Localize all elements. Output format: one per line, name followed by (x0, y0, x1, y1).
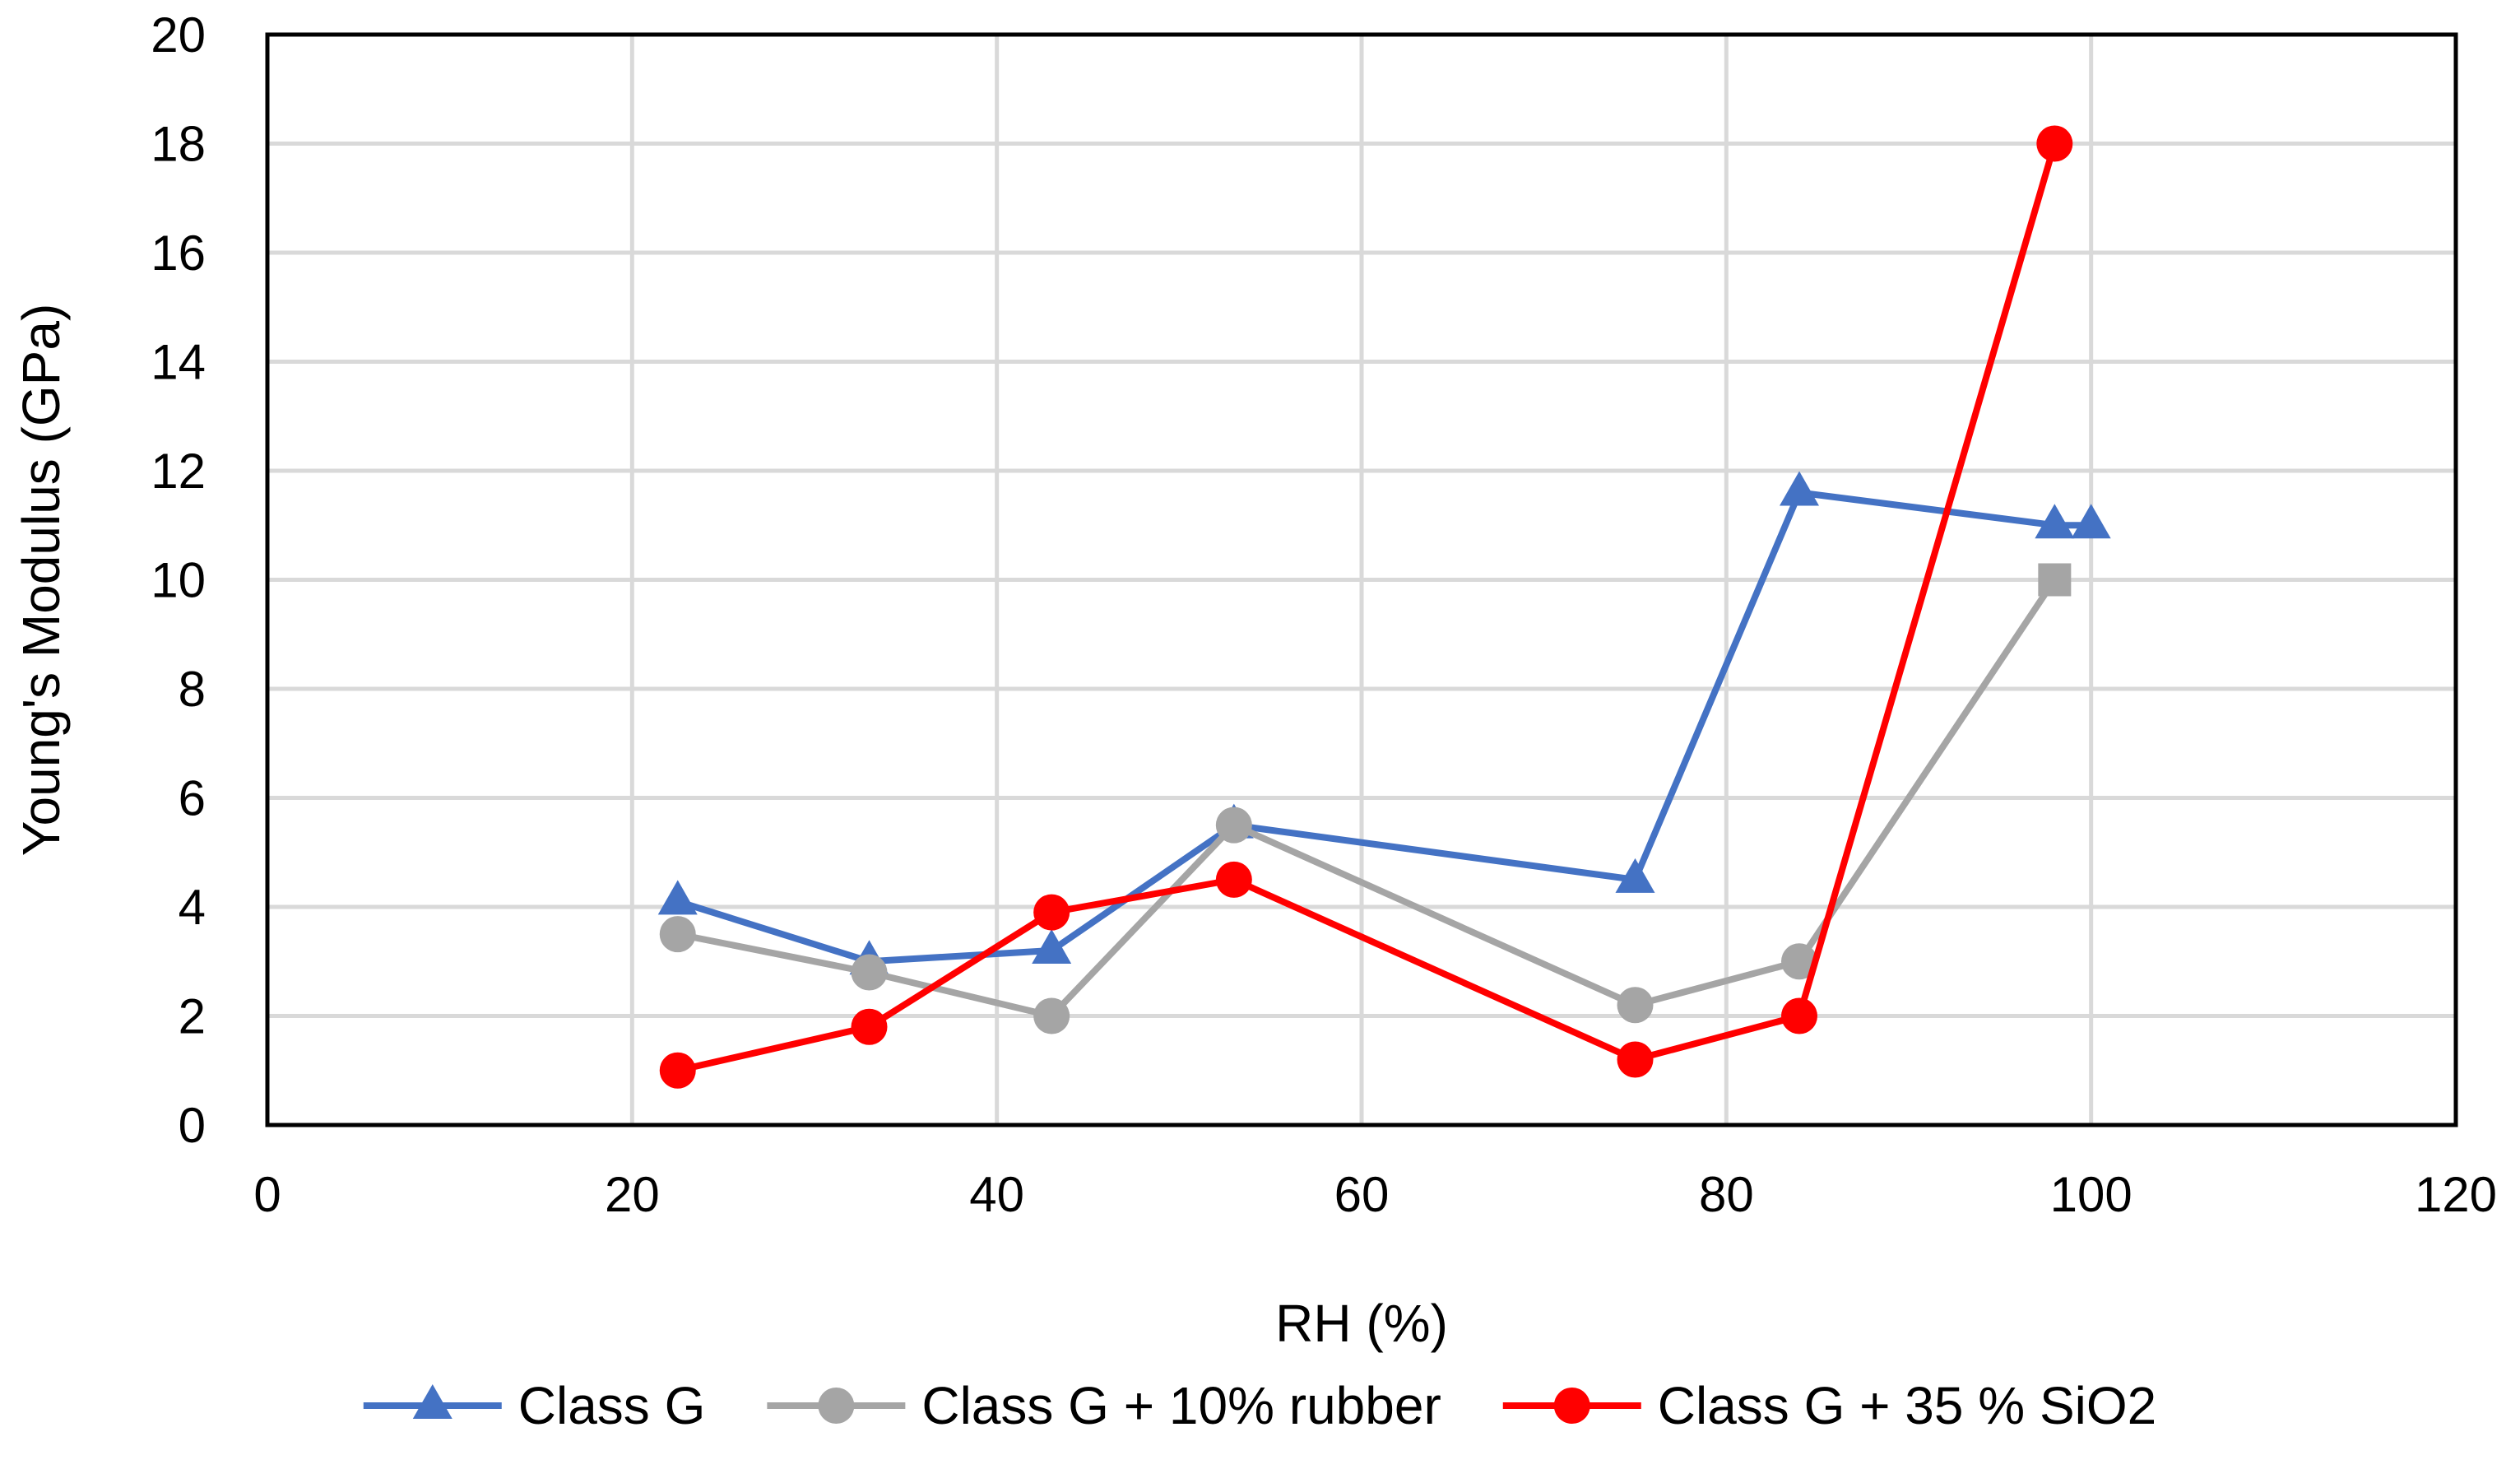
legend-item-2: Class G + 10% rubber (767, 1376, 1441, 1435)
data-point (2071, 504, 2111, 539)
x-tick-label: 60 (1334, 1167, 1390, 1222)
data-point (659, 1052, 696, 1089)
x-tick-label: 20 (605, 1167, 660, 1222)
y-tick-label: 4 (179, 880, 206, 935)
x-tick-label: 40 (969, 1167, 1024, 1222)
x-tick-label: 120 (2415, 1167, 2497, 1222)
legend-label: Class G + 10% rubber (921, 1376, 1441, 1435)
y-tick-label: 18 (151, 117, 206, 172)
data-point (1033, 894, 1070, 931)
series-3 (659, 125, 2073, 1089)
y-tick-label: 10 (151, 553, 206, 608)
legend: Class G Class G + 10% rubber Class G + 35 … (363, 1376, 2156, 1435)
data-point (851, 1008, 888, 1045)
y-tick-label: 8 (179, 662, 206, 717)
y-tick-label: 12 (151, 444, 206, 499)
data-point (1615, 858, 1655, 893)
y-tick-label: 2 (179, 989, 206, 1044)
data-point (1033, 997, 1070, 1034)
legend-marker (412, 1383, 452, 1419)
data-point (1780, 471, 1819, 506)
x-axis-title: RH (%) (1275, 1294, 1448, 1353)
y-tick-label: 16 (151, 225, 206, 281)
y-tick-label: 0 (179, 1098, 206, 1153)
series-line (676, 489, 2091, 965)
legend-marker (1553, 1388, 1590, 1424)
y-tick-label: 6 (179, 771, 206, 826)
data-point (657, 880, 698, 915)
data-point (2036, 125, 2073, 162)
data-point (659, 916, 696, 953)
x-tick-label: 0 (253, 1167, 281, 1222)
series-1 (657, 471, 2111, 975)
series-group (657, 125, 2111, 1089)
y-axis-title: Young's Modulus (GPa) (12, 304, 71, 857)
legend-label: Class G + 35 % SiO2 (1658, 1376, 2156, 1435)
legend-label: Class G (518, 1376, 706, 1435)
x-tick-label: 80 (1699, 1167, 1754, 1222)
data-point (1617, 1041, 1654, 1078)
data-point (1032, 928, 1072, 964)
series-2 (659, 563, 2072, 1034)
data-point (2038, 563, 2072, 597)
data-point (1781, 943, 1817, 980)
plot-area-frame (265, 32, 2458, 1127)
y-tick-label: 20 (151, 7, 206, 63)
x-tick-label: 100 (2050, 1167, 2132, 1222)
legend-item-1: Class G (363, 1376, 706, 1435)
tick-labels: 0 2 4 6 8 10 12 14 16 18 20 0 20 40 60 80 100 120 (151, 7, 2497, 1222)
y-tick-label: 14 (151, 335, 206, 390)
gridlines (267, 35, 2456, 1125)
data-point (1215, 807, 1252, 844)
legend-item-3: Class G + 35 % SiO2 (1502, 1376, 2156, 1435)
data-point (851, 954, 888, 991)
legend-marker (818, 1388, 855, 1424)
data-point (1617, 987, 1654, 1024)
data-point (1215, 861, 1252, 898)
data-point (2035, 504, 2075, 539)
data-point (1781, 997, 1817, 1034)
